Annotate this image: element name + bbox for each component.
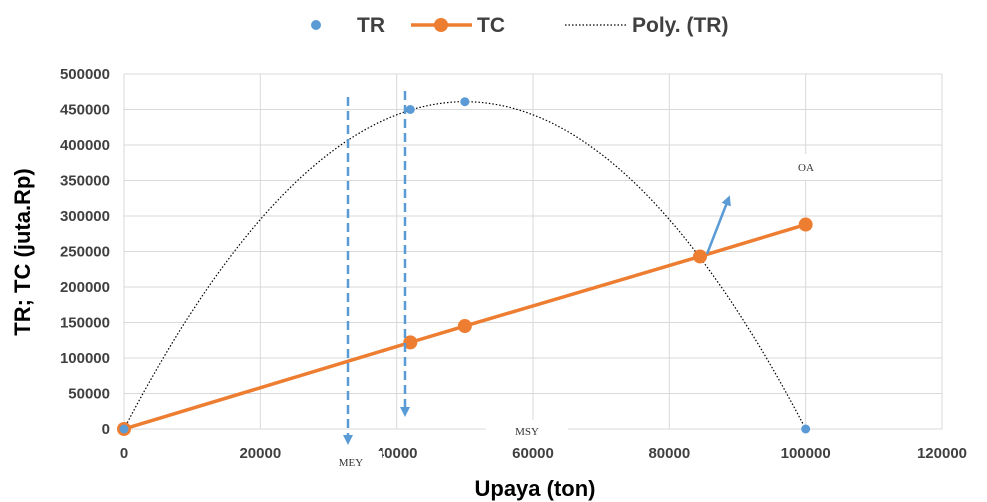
y-axis-title: TR; TC (juta.Rp) bbox=[10, 168, 35, 335]
y-tick-label: 0 bbox=[102, 421, 110, 438]
y-tick-label: 150000 bbox=[60, 315, 110, 332]
oa-label-box bbox=[768, 154, 844, 180]
plot-area bbox=[117, 97, 813, 436]
y-tick-label: 400000 bbox=[60, 137, 110, 154]
oa-label: OA bbox=[798, 162, 814, 174]
legend-marker-tr bbox=[311, 20, 321, 30]
x-tick-label: 40000 bbox=[376, 445, 418, 462]
tc-point bbox=[403, 335, 418, 350]
tc-point bbox=[457, 319, 472, 334]
y-tick-label: 350000 bbox=[60, 173, 110, 190]
y-tick-label: 300000 bbox=[60, 208, 110, 225]
y-tick-label: 100000 bbox=[60, 350, 110, 367]
msy-label: MSY bbox=[515, 426, 539, 438]
gridlines bbox=[123, 73, 943, 430]
mey-label: MEY bbox=[339, 457, 364, 469]
y-tick-label: 450000 bbox=[60, 102, 110, 119]
x-tick-label: 120000 bbox=[917, 445, 967, 462]
legend-label-tc: TC bbox=[477, 14, 505, 37]
legend-label-poly: Poly. (TR) bbox=[632, 14, 728, 37]
oa-arrow bbox=[705, 195, 731, 255]
x-axis-ticks: 0 20000 40000 60000 80000 100000 120000 bbox=[120, 445, 967, 462]
annotations: MEY MSY OA bbox=[320, 91, 844, 473]
x-tick-label: 100000 bbox=[781, 445, 831, 462]
tr-point bbox=[119, 424, 129, 434]
tr-point bbox=[405, 105, 415, 114]
y-axis-ticks: 0 50000 100000 150000 200000 250000 300000 3500… bbox=[60, 66, 110, 438]
x-tick-label: 60000 bbox=[512, 445, 554, 462]
tc-point bbox=[798, 217, 813, 232]
y-tick-label: 200000 bbox=[60, 279, 110, 296]
x-tick-label: 0 bbox=[120, 445, 128, 462]
x-axis-title: Upaya (ton) bbox=[475, 476, 596, 501]
tc-point bbox=[693, 249, 708, 264]
x-tick-label: 80000 bbox=[648, 445, 690, 462]
x-tick-label: 20000 bbox=[239, 445, 281, 462]
y-tick-label: 500000 bbox=[60, 66, 110, 83]
mey-label-box bbox=[320, 451, 382, 473]
trendline-poly-tr bbox=[123, 101, 807, 430]
tr-point bbox=[801, 424, 811, 434]
legend-marker-tc bbox=[434, 18, 448, 32]
msy-label-box bbox=[486, 420, 568, 442]
legend-label-tr: TR bbox=[357, 14, 385, 37]
tr-point bbox=[460, 97, 470, 107]
y-tick-label: 250000 bbox=[60, 244, 110, 261]
y-tick-label: 50000 bbox=[68, 386, 110, 403]
legend: TR TC Poly. (TR) bbox=[311, 14, 728, 37]
